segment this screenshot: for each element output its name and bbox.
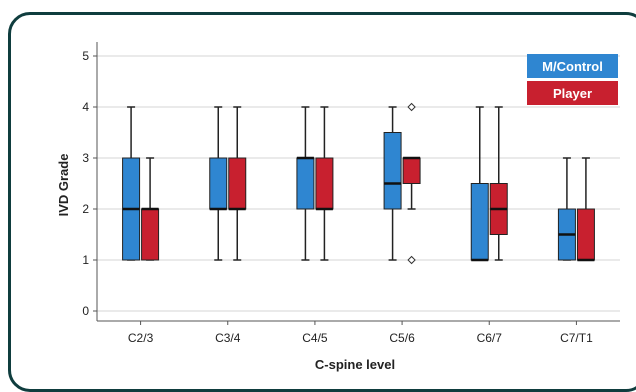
box-body	[228, 157, 247, 210]
x-tick-label-c5-6: C5/6	[389, 331, 415, 345]
x-tick-label-c2-3: C2/3	[128, 331, 154, 345]
box-body	[315, 157, 334, 210]
box-player-c6-7	[489, 106, 508, 261]
x-tick-label-c4-5: C4/5	[302, 331, 328, 345]
box-body	[402, 157, 421, 184]
legend-label-m-control: M/Control	[542, 59, 603, 74]
legend: M/Control Player	[527, 54, 618, 105]
box-m-control-c5-6	[383, 106, 402, 261]
y-tick-label-5: 5	[82, 49, 89, 63]
y-tick-label-0: 0	[82, 304, 89, 318]
box-body	[470, 183, 489, 261]
outlier-point	[407, 255, 416, 265]
box-m-control-c4-5	[296, 106, 315, 261]
legend-swatch-m-control	[527, 54, 618, 78]
legend-label-player: Player	[553, 86, 592, 101]
box-player-c5-6	[402, 102, 421, 265]
y-tick-label-3: 3	[82, 151, 89, 165]
legend-swatch-player	[527, 81, 618, 105]
x-tick-label-c6-7: C6/7	[477, 331, 503, 345]
box-layer	[122, 102, 595, 265]
y-tick-label-2: 2	[82, 202, 89, 216]
box-body	[383, 132, 402, 210]
box-m-control-c7-t1	[557, 157, 576, 261]
axis-layer: 0 1 2 3 4 5 C2/3 C3/4 C4/5 C5/6 C6/7 C7/T1	[82, 42, 620, 345]
y-axis-title: IVD Grade	[56, 154, 71, 217]
box-body	[296, 157, 315, 210]
x-tick-label-c7-t1: C7/T1	[560, 331, 593, 345]
box-player-c7-t1	[576, 157, 595, 262]
box-m-control-c2-3	[122, 106, 141, 261]
box-body	[209, 157, 228, 210]
box-m-control-c3-4	[209, 106, 228, 261]
outlier-point	[407, 102, 416, 112]
box-body	[576, 208, 595, 261]
y-tick-label-4: 4	[82, 100, 89, 114]
box-player-c2-3	[141, 157, 160, 261]
x-tick-label-c3-4: C3/4	[215, 331, 241, 345]
x-axis-title: C-spine level	[315, 357, 395, 372]
box-player-c4-5	[315, 106, 334, 261]
boxplot-chart: 0 1 2 3 4 5 C2/3 C3/4 C4/5 C5/6 C6/7 C7/T1 IVD Grad…	[56, 42, 620, 372]
y-tick-label-1: 1	[82, 253, 89, 267]
box-body	[141, 208, 160, 261]
box-m-control-c6-7	[470, 106, 489, 262]
box-player-c3-4	[228, 106, 247, 261]
